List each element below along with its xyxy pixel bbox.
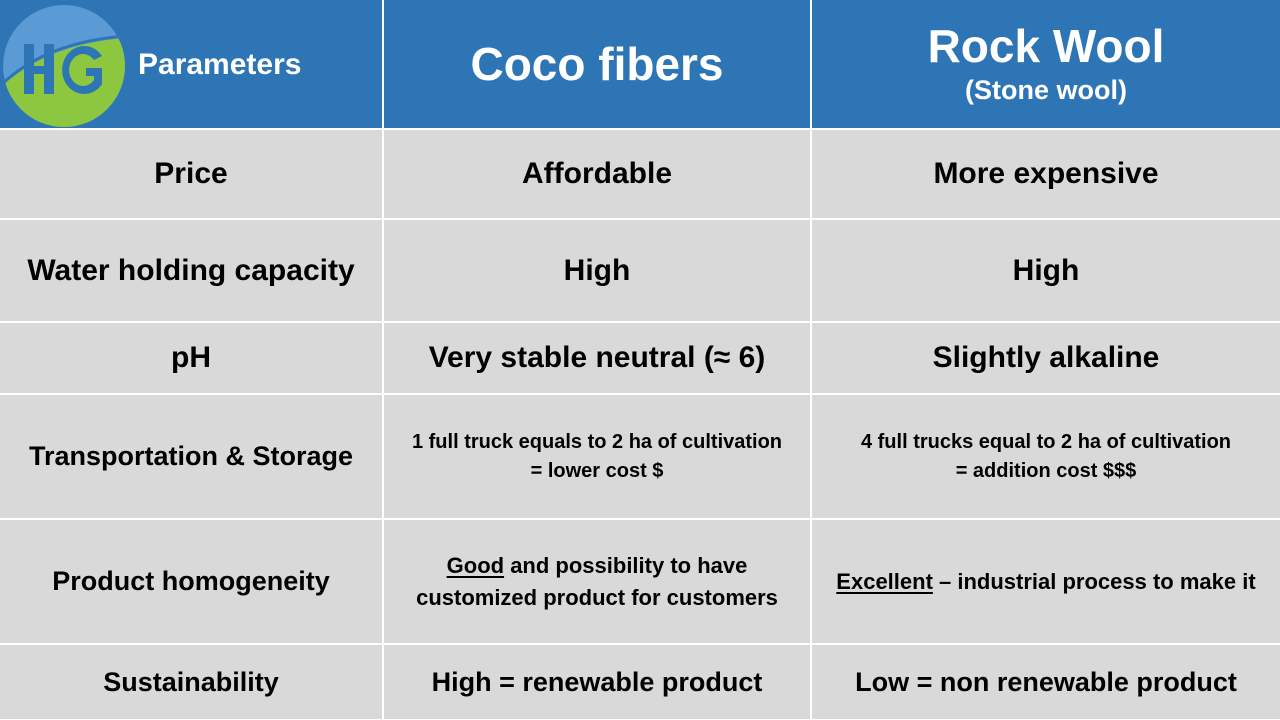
row-water-parameter: Water holding capacity <box>0 220 382 321</box>
rock-value: High <box>1012 253 1080 287</box>
header-cell-rock-wool: Rock Wool (Stone wool) <box>812 0 1280 128</box>
row-transport-parameter: Transportation & Storage <box>0 395 382 518</box>
parameter-label: Product homogeneity <box>52 566 330 596</box>
rock-value: Excellent – industrial process to make i… <box>836 569 1255 595</box>
coco-rest: and possibility to have <box>504 552 748 578</box>
row-transport-rock: 4 full trucks equal to 2 ha of cultivati… <box>812 395 1280 518</box>
row-price-rock: More expensive <box>812 130 1280 218</box>
parameter-label: Water holding capacity <box>27 253 355 287</box>
parameters-header-label: Parameters <box>138 48 302 81</box>
rock-value-line1: 4 full trucks equal to 2 ha of cultivati… <box>860 430 1232 453</box>
header-cell-parameters: Parameters <box>0 0 382 128</box>
rock-value-line2: = addition cost $$$ <box>955 459 1137 482</box>
coco-value: Very stable neutral (≈ 6) <box>428 341 766 374</box>
parameter-label: pH <box>171 341 211 374</box>
rock-rest: – industrial process to make it <box>932 568 1256 594</box>
row-water-coco: High <box>384 220 810 321</box>
header-cell-coco-fibers: Coco fibers <box>384 0 810 128</box>
hg-logo-icon <box>3 5 125 127</box>
row-homogeneity-rock: Excellent – industrial process to make i… <box>812 520 1280 643</box>
row-homogeneity-parameter: Product homogeneity <box>0 520 382 643</box>
row-ph-coco: Very stable neutral (≈ 6) <box>384 323 810 393</box>
coco-value: Affordable <box>522 157 672 190</box>
rock-value: Low = non renewable product <box>855 666 1237 697</box>
coco-value: High <box>563 253 631 287</box>
row-ph-rock: Slightly alkaline <box>812 323 1280 393</box>
row-price-coco: Affordable <box>384 130 810 218</box>
rock-value: More expensive <box>933 157 1159 190</box>
row-sustainability-coco: High = renewable product <box>384 645 810 719</box>
coco-fibers-header-label: Coco fibers <box>470 38 724 90</box>
row-water-rock: High <box>812 220 1280 321</box>
coco-emphasis: Good <box>446 552 505 578</box>
row-transport-coco: 1 full truck equals to 2 ha of cultivati… <box>384 395 810 518</box>
row-ph-parameter: pH <box>0 323 382 393</box>
coco-value-line1: Good and possibility to have <box>447 550 748 582</box>
row-sustainability-parameter: Sustainability <box>0 645 382 719</box>
rock-emphasis: Excellent <box>836 568 933 594</box>
coco-value: High = renewable product <box>431 666 763 697</box>
rock-value: Slightly alkaline <box>932 341 1160 374</box>
row-sustainability-rock: Low = non renewable product <box>812 645 1280 719</box>
parameter-label: Price <box>154 157 228 190</box>
parameter-label: Sustainability <box>103 666 279 697</box>
parameter-label: Transportation & Storage <box>28 441 354 471</box>
coco-value-line2: = lower cost $ <box>530 459 664 482</box>
coco-value-line2: customized product for customers <box>416 584 778 610</box>
row-price-parameter: Price <box>0 130 382 218</box>
row-homogeneity-coco: Good and possibility to have customized … <box>384 520 810 643</box>
rock-wool-header-title: Rock Wool <box>927 20 1165 72</box>
coco-value-line1: 1 full truck equals to 2 ha of cultivati… <box>411 430 783 453</box>
rock-wool-header-subtitle: (Stone wool) <box>965 75 1127 105</box>
